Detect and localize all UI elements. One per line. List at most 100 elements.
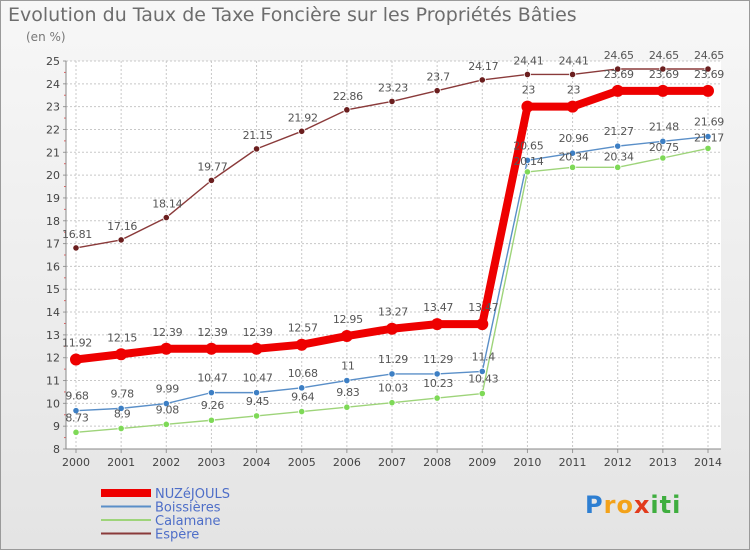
data-point [72, 407, 80, 415]
y-tick-label: 25 [46, 55, 60, 68]
data-point [566, 100, 579, 113]
x-tick-label: 2002 [152, 456, 180, 469]
data-point [207, 416, 216, 424]
chart-title: Evolution du Taux de Taxe Foncière sur l… [8, 4, 577, 26]
x-tick-label: 2000 [62, 456, 90, 469]
data-point [343, 403, 351, 411]
x-tick-label: 2012 [604, 456, 632, 469]
data-point [343, 376, 351, 385]
data-label: 20.75 [649, 141, 679, 154]
data-point [72, 428, 80, 436]
data-label: 13.47 [468, 301, 498, 314]
chart-subtitle: (en %) [26, 30, 66, 44]
data-label: 21.48 [649, 120, 679, 133]
y-tick-label: 21 [46, 146, 60, 159]
y-tick-label: 16 [46, 260, 60, 273]
data-point [386, 322, 398, 335]
data-label: 23.69 [649, 68, 679, 81]
data-label: 9.83 [336, 386, 360, 399]
data-label: 9.68 [65, 390, 89, 403]
legend-label: NUZéJOULS [155, 487, 230, 502]
data-label: 17.16 [107, 220, 137, 233]
data-label: 20.14 [513, 155, 543, 168]
y-tick-label: 19 [46, 192, 60, 205]
y-tick-label: 10 [46, 397, 60, 410]
data-point [205, 342, 218, 355]
y-tick-label: 11 [46, 375, 60, 388]
series-line-2 [72, 144, 712, 436]
data-point [388, 97, 396, 105]
data-label: 12.95 [333, 313, 363, 326]
data-point [656, 84, 669, 97]
data-point [568, 70, 577, 79]
data-label: 12.15 [107, 331, 137, 344]
data-point [252, 389, 261, 397]
data-point [207, 176, 216, 184]
data-label: 21.27 [604, 125, 634, 138]
data-point [614, 65, 622, 73]
logo-letter: o [616, 491, 634, 519]
data-label: 18.14 [152, 198, 182, 211]
logo-letter: x [633, 491, 651, 519]
data-label: 12.39 [197, 326, 227, 339]
y-tick-label: 15 [46, 283, 60, 296]
data-label: 10.03 [378, 382, 408, 395]
data-point [568, 149, 577, 157]
data-label: 20.96 [559, 132, 589, 145]
data-point [162, 399, 170, 408]
data-point [433, 394, 441, 402]
x-tick-label: 2009 [468, 456, 496, 469]
data-point [659, 65, 667, 73]
data-point [162, 420, 170, 428]
x-tick-label: 2001 [107, 456, 135, 469]
data-label: 9.08 [156, 403, 180, 416]
data-point [340, 330, 353, 343]
data-point [521, 100, 534, 113]
data-label: 8.73 [65, 411, 89, 424]
data-label: 10.47 [197, 372, 227, 385]
series-line-1 [72, 132, 712, 415]
x-tick-label: 2010 [513, 456, 541, 469]
y-tick-label: 20 [46, 169, 60, 182]
logo-letter: i [650, 491, 660, 519]
data-label: 11.4 [472, 350, 496, 363]
data-point [162, 213, 170, 222]
data-label: 23.69 [694, 68, 724, 81]
data-point [704, 132, 712, 141]
logo-letter: P [585, 491, 604, 519]
data-label: 24.41 [513, 54, 543, 67]
data-point [659, 154, 667, 162]
data-point [160, 342, 173, 355]
data-label: 8.9 [114, 407, 131, 420]
data-label: 9.78 [110, 387, 134, 400]
y-tick-label: 9 [53, 420, 60, 433]
data-label: 16.81 [62, 228, 92, 241]
data-point [611, 84, 624, 97]
data-label: 13.47 [423, 301, 453, 314]
data-label: 20.34 [559, 150, 589, 163]
data-label: 24.65 [694, 49, 724, 62]
data-point [115, 348, 128, 361]
data-point [298, 384, 306, 392]
x-tick-label: 2014 [694, 456, 722, 469]
data-label: 11.29 [423, 353, 453, 366]
data-label: 21.92 [288, 111, 318, 124]
y-tick-label: 22 [46, 123, 60, 136]
data-point [433, 87, 441, 95]
data-point [117, 424, 125, 433]
data-label: 9.99 [156, 383, 180, 396]
y-tick-label: 23 [46, 101, 60, 114]
y-tick-label: 24 [46, 78, 60, 91]
data-point [295, 338, 308, 351]
data-point [659, 137, 667, 145]
data-label: 20.34 [604, 150, 634, 163]
data-label: 24.41 [559, 54, 589, 67]
data-label: 23 [567, 84, 581, 97]
x-tick-label: 2007 [378, 456, 406, 469]
data-label: 22.86 [333, 90, 363, 103]
data-label: 21.69 [694, 116, 724, 129]
data-label: 10.23 [423, 377, 453, 390]
data-point [388, 370, 396, 378]
